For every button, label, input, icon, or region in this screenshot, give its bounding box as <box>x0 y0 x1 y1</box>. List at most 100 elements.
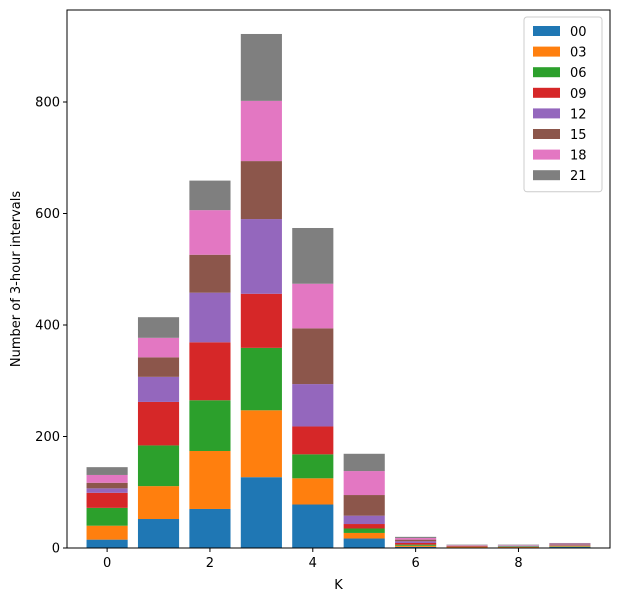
bar-k5-series-15 <box>343 495 385 516</box>
bar-k3-series-00 <box>240 477 282 548</box>
bar-k2-series-00 <box>189 508 231 548</box>
bar-k6-series-00 <box>395 546 437 548</box>
bar-k9-series-12 <box>549 544 591 546</box>
legend-label-21: 21 <box>570 169 587 184</box>
legend-swatch-21 <box>533 170 560 181</box>
bar-k9-series-06 <box>549 545 591 547</box>
bar-k5-series-06 <box>343 528 385 533</box>
bar-k3-series-21 <box>240 33 282 101</box>
bar-k6-series-09 <box>395 542 437 545</box>
bar-k6-series-06 <box>395 544 437 546</box>
x-tick-label: 6 <box>411 556 419 571</box>
y-axis-label: Number of 3-hour intervals <box>9 191 24 367</box>
bar-k0-series-09 <box>86 492 128 508</box>
legend-label-12: 12 <box>570 107 587 122</box>
plot-frame <box>66 9 611 549</box>
bar-k2-series-12 <box>189 292 231 343</box>
bar-k2-series-18 <box>189 210 231 255</box>
bar-k9-series-18 <box>549 543 591 545</box>
bar-k5-series-00 <box>343 538 385 548</box>
legend-label-09: 09 <box>570 87 587 102</box>
bar-k3-series-12 <box>240 219 282 294</box>
bar-k6-series-18 <box>395 537 437 540</box>
bar-k0-series-06 <box>86 507 128 526</box>
legend-label-18: 18 <box>570 149 587 164</box>
bar-k8-series-18 <box>497 545 540 546</box>
bar-k0-series-18 <box>86 474 128 483</box>
legend-swatch-00 <box>533 26 560 36</box>
legend-swatch-03 <box>533 46 560 57</box>
bar-k3-series-06 <box>240 347 282 411</box>
bar-k6-series-15 <box>395 539 437 542</box>
bar-k2-series-15 <box>189 254 231 293</box>
bar-k8-series-12 <box>497 545 540 547</box>
bar-k5-series-21 <box>343 453 385 472</box>
bar-k3-series-15 <box>240 161 282 220</box>
y-tick-label: 400 <box>35 318 60 333</box>
bar-k5-series-12 <box>343 515 385 525</box>
y-tick-label: 600 <box>35 207 60 222</box>
bar-k6-series-21 <box>395 536 437 538</box>
bar-k0-series-12 <box>86 488 128 493</box>
bar-k1-series-06 <box>137 445 180 487</box>
bar-k9-series-15 <box>549 544 591 545</box>
legend-label-06: 06 <box>570 66 587 81</box>
legend-swatch-15 <box>533 129 560 139</box>
bar-k6-series-12 <box>395 541 437 543</box>
x-axis-label: K <box>334 578 343 593</box>
bar-k4-series-03 <box>292 478 334 505</box>
bar-k0-series-03 <box>86 525 128 540</box>
bar-k4-series-15 <box>292 328 334 385</box>
legend-label-15: 15 <box>570 128 587 143</box>
bar-k4-series-12 <box>292 384 334 427</box>
bar-k3-series-03 <box>240 410 282 478</box>
legend-box <box>523 16 603 193</box>
bar-k3-series-09 <box>240 293 282 348</box>
bar-k5-series-03 <box>343 532 385 539</box>
bar-k9-series-21 <box>549 542 591 544</box>
legend-label-03: 03 <box>570 46 587 61</box>
bar-k8-series-03 <box>497 546 540 548</box>
bar-k0-series-00 <box>86 539 128 548</box>
bar-k7-series-21 <box>446 544 488 546</box>
x-tick-label: 4 <box>309 556 317 571</box>
bar-k5-series-18 <box>343 471 385 496</box>
bar-k7-series-15 <box>446 545 488 547</box>
bar-k1-series-03 <box>137 486 180 520</box>
bar-k7-series-09 <box>446 546 488 547</box>
bar-k4-series-18 <box>292 283 334 329</box>
bar-k2-series-21 <box>189 180 231 211</box>
bar-k4-series-00 <box>292 504 334 548</box>
y-axis-ticks: 0 200 400 600 800 <box>35 95 67 557</box>
x-tick-label: 8 <box>514 556 522 571</box>
bars-layer <box>86 33 591 548</box>
bar-k1-series-21 <box>137 317 180 338</box>
bar-k9-series-03 <box>549 546 591 547</box>
y-tick-label: 0 <box>52 542 60 557</box>
bar-k1-series-12 <box>137 376 180 402</box>
bar-k0-series-21 <box>86 467 128 475</box>
y-tick-label: 200 <box>35 430 60 445</box>
bar-k0-series-15 <box>86 482 128 489</box>
bar-k1-series-00 <box>137 519 180 548</box>
bar-k4-series-21 <box>292 227 334 284</box>
y-tick-label: 800 <box>35 95 60 110</box>
x-axis-ticks: 0 2 4 6 8 <box>103 548 523 571</box>
bar-k8-series-06 <box>497 546 540 547</box>
bar-k8-series-21 <box>497 544 540 546</box>
bar-k2-series-06 <box>189 400 231 451</box>
bar-k1-series-18 <box>137 337 180 358</box>
bar-k1-series-09 <box>137 401 180 446</box>
legend: 00 03 06 09 12 15 18 21 <box>523 16 603 193</box>
legend-swatch-09 <box>533 87 560 98</box>
bar-k9-series-09 <box>549 545 591 546</box>
legend-swatch-06 <box>533 67 560 78</box>
x-tick-label: 2 <box>206 556 214 571</box>
bar-k4-series-09 <box>292 426 334 455</box>
bar-k1-series-15 <box>137 357 180 377</box>
bar-k6-series-03 <box>395 545 437 547</box>
bar-k9-series-00 <box>549 546 591 548</box>
bar-k2-series-09 <box>189 342 231 401</box>
bar-k7-series-03 <box>446 546 488 548</box>
